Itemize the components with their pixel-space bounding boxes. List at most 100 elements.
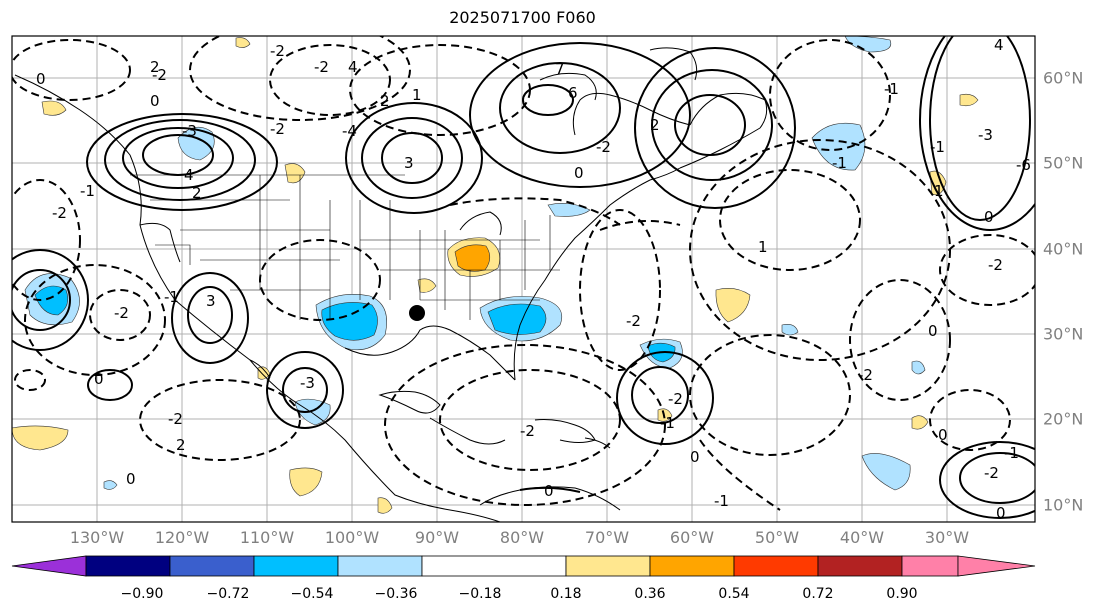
longitude-label: 110°W xyxy=(239,528,295,547)
positive-anomaly-region xyxy=(715,288,751,323)
positive-anomaly-region xyxy=(959,93,979,107)
colorbar-tick-label: −0.36 xyxy=(374,586,418,602)
contour-label: 4 xyxy=(348,58,358,76)
contour-label: 2 xyxy=(192,184,202,202)
contour-label: -2 xyxy=(520,422,535,440)
longitude-label: 60°W xyxy=(669,528,715,547)
contour-label: -1 xyxy=(1004,444,1019,462)
contour-label: -2 xyxy=(984,464,999,482)
contour-label: -1 xyxy=(714,492,729,510)
positive-anomaly-region xyxy=(929,170,947,196)
positive-anomaly-region xyxy=(12,425,69,451)
contour-label: 2 xyxy=(650,116,660,134)
colorbar-tick-label: −0.90 xyxy=(120,586,164,602)
contour-label: 0 xyxy=(150,92,160,110)
colorbar-extend-high xyxy=(957,555,1036,577)
contour-label: 4 xyxy=(994,36,1004,54)
contour-label: 0 xyxy=(94,370,104,388)
contour-label: 2 xyxy=(380,92,390,110)
contour-label-group: 0 2 4 2 -3 4 2 1 -2 -2 -4 -2 -2 7 6 -2 2… xyxy=(36,36,1031,522)
negative-anomaly-region xyxy=(487,303,547,335)
negative-anomaly-region xyxy=(911,360,926,375)
contour-label: -6 xyxy=(1016,156,1031,174)
longitude-label: 40°W xyxy=(839,528,885,547)
positive-anomaly-region xyxy=(284,163,306,184)
colorbar-segment xyxy=(337,555,423,577)
contour-label: -3 xyxy=(978,126,993,144)
positive-anomaly-region xyxy=(911,415,929,430)
colorbar-segment xyxy=(421,555,567,577)
colorbar-segment xyxy=(253,555,339,577)
latitude-label: 10°N xyxy=(1043,495,1084,515)
longitude-label: 70°W xyxy=(584,528,630,547)
contour-label: 0 xyxy=(938,426,948,444)
colorbar-segment xyxy=(901,555,959,577)
contour-label: 0 xyxy=(996,504,1006,522)
contour-label: -2 xyxy=(114,304,129,322)
contour-label: -2 xyxy=(270,120,285,138)
contour-label: -2 xyxy=(270,42,285,60)
positive-anomaly-region xyxy=(657,408,673,422)
dashed-contours xyxy=(12,36,1035,511)
map-frame xyxy=(11,35,1036,523)
contour-label: 0 xyxy=(984,208,994,226)
latitude-label: 60°N xyxy=(1043,68,1084,88)
colorbar xyxy=(11,555,1036,577)
positive-anomaly-region xyxy=(454,244,491,272)
colorbar-tick-label: 0.18 xyxy=(550,586,582,602)
contour-label: 7 xyxy=(555,60,565,78)
longitude-label: 90°W xyxy=(414,528,460,547)
map-panel: 0 2 4 2 -3 4 2 1 -2 -2 -4 -2 -2 7 6 -2 2… xyxy=(12,36,1035,522)
longitude-label: 80°W xyxy=(499,528,545,547)
contour-label: 0 xyxy=(544,482,554,500)
contour-label: -3 xyxy=(300,374,315,392)
contour-label: -2 xyxy=(168,410,183,428)
contour-label: -2 xyxy=(626,312,641,330)
contour-label: -4 xyxy=(342,122,357,140)
contour-label: 0 xyxy=(928,322,938,340)
colorbar-segment xyxy=(817,555,903,577)
contour-label: 2 xyxy=(176,436,186,454)
contour-label: -2 xyxy=(988,256,1003,274)
negative-anomaly-region xyxy=(103,480,118,490)
contour-label: 1 xyxy=(412,86,422,104)
contour-label: 1 xyxy=(758,238,768,256)
contour-label: 2 xyxy=(150,58,160,76)
contour-label: -1 xyxy=(884,80,899,98)
gridlines xyxy=(12,36,1035,522)
colorbar-segment xyxy=(169,555,255,577)
contour-label: -2 xyxy=(668,390,683,408)
colorbar-segment xyxy=(565,555,651,577)
negative-anomaly-region xyxy=(811,122,866,171)
state-borders xyxy=(130,174,560,320)
longitude-label: 50°W xyxy=(754,528,800,547)
colorbar-tick-label: 0.90 xyxy=(886,586,918,602)
positive-anomaly-region xyxy=(377,497,393,514)
colorbar-tick-label: −0.18 xyxy=(458,586,502,602)
contour-label: -2 xyxy=(314,58,329,76)
latitude-label: 20°N xyxy=(1043,409,1084,429)
contour-label: -1 xyxy=(930,138,945,156)
positive-anomaly-region xyxy=(235,37,251,48)
contour-label: -2 xyxy=(596,138,611,156)
colorbar-segment xyxy=(733,555,819,577)
colorbar-tick-label: 0.36 xyxy=(634,586,666,602)
contour-label: 1 xyxy=(934,182,944,200)
longitude-label: 30°W xyxy=(924,528,970,547)
negative-anomaly-region xyxy=(547,203,591,217)
negative-anomaly-region xyxy=(844,36,892,53)
latitude-label: 50°N xyxy=(1043,153,1084,173)
contour-label: 0 xyxy=(690,448,700,466)
colorbar-segment xyxy=(649,555,735,577)
contour-label: 4 xyxy=(184,166,194,184)
longitude-label: 120°W xyxy=(154,528,210,547)
contour-label: -1 xyxy=(164,288,179,306)
longitude-label: 100°W xyxy=(324,528,380,547)
positive-anomaly-region xyxy=(41,100,67,116)
contour-label: 3 xyxy=(404,154,414,172)
latitude-label: 40°N xyxy=(1043,239,1084,259)
negative-anomaly-region xyxy=(321,302,378,341)
longitude-label: 130°W xyxy=(69,528,125,547)
contour-label: -1 xyxy=(80,182,95,200)
